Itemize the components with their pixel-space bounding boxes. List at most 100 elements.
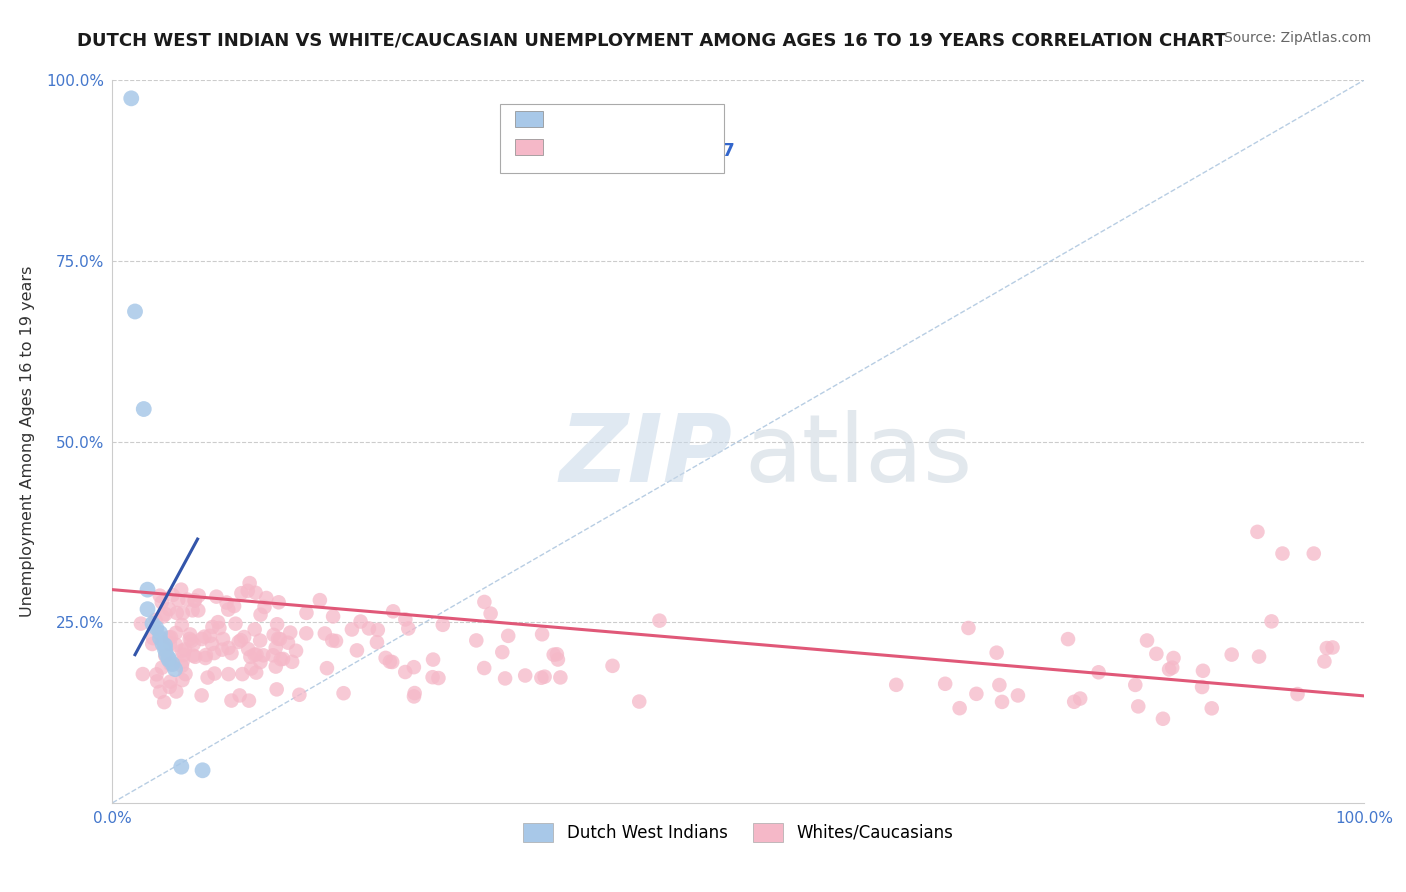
Point	[357, 622, 380, 636]
Point	[346, 643, 368, 657]
Text: 0.174: 0.174	[591, 115, 654, 133]
Point	[229, 633, 252, 648]
Point	[1246, 524, 1268, 539]
Point	[1057, 632, 1080, 646]
Point	[474, 595, 496, 609]
Point	[183, 637, 205, 651]
Point	[157, 602, 180, 616]
Point	[170, 644, 193, 658]
Point	[236, 583, 259, 598]
Point	[465, 633, 488, 648]
Point	[221, 693, 243, 707]
Point	[266, 617, 288, 632]
Point	[278, 625, 301, 640]
Point	[179, 627, 201, 641]
Point	[146, 674, 169, 689]
Point	[172, 655, 194, 669]
Point	[1313, 655, 1336, 669]
Point	[187, 589, 209, 603]
Point	[496, 629, 519, 643]
Text: DUTCH WEST INDIAN VS WHITE/CAUCASIAN UNEMPLOYMENT AMONG AGES 16 TO 19 YEARS CORR: DUTCH WEST INDIAN VS WHITE/CAUCASIAN UNE…	[77, 31, 1227, 49]
Point	[165, 638, 187, 652]
Point	[162, 657, 184, 671]
Point	[269, 632, 291, 646]
Point	[321, 633, 343, 648]
Point	[550, 670, 572, 684]
Point	[191, 764, 214, 778]
Point	[170, 618, 193, 632]
Point	[142, 631, 165, 645]
Point	[217, 640, 239, 655]
Point	[1069, 691, 1091, 706]
Point	[141, 637, 163, 651]
Point	[170, 582, 193, 597]
Point	[991, 695, 1014, 709]
Point	[543, 648, 565, 662]
Point	[494, 672, 516, 686]
Point	[628, 695, 651, 709]
Point	[1201, 701, 1223, 715]
Point	[374, 651, 396, 665]
Point	[366, 635, 388, 649]
Point	[394, 612, 416, 626]
Point	[602, 658, 624, 673]
Text: 19: 19	[690, 115, 721, 133]
Point	[546, 647, 568, 661]
Text: R =: R =	[553, 115, 589, 133]
Point	[266, 682, 288, 697]
Point	[155, 648, 177, 662]
Point	[141, 616, 163, 631]
Point	[228, 635, 250, 649]
Point	[194, 648, 217, 662]
Point	[295, 626, 318, 640]
Point	[530, 671, 553, 685]
Point	[149, 631, 172, 645]
Point	[533, 670, 555, 684]
Point	[149, 685, 172, 699]
Point	[1192, 664, 1215, 678]
Point	[132, 667, 155, 681]
Point	[285, 644, 308, 658]
FancyBboxPatch shape	[516, 112, 543, 128]
Point	[491, 645, 513, 659]
Point	[157, 653, 180, 667]
Point	[253, 600, 276, 615]
Point	[236, 642, 259, 657]
Point	[277, 635, 299, 649]
Point	[1316, 641, 1339, 656]
Point	[271, 652, 294, 666]
Point	[145, 667, 167, 681]
Point	[152, 609, 174, 624]
Point	[245, 648, 267, 662]
Text: ZIP: ZIP	[560, 410, 733, 502]
Point	[309, 593, 332, 607]
Point	[264, 659, 287, 673]
Point	[1128, 699, 1150, 714]
Point	[187, 603, 209, 617]
FancyBboxPatch shape	[516, 139, 543, 154]
Point	[145, 613, 167, 627]
Point	[267, 632, 290, 646]
Point	[165, 626, 187, 640]
Point	[145, 621, 167, 635]
Point	[181, 603, 204, 617]
Text: N =: N =	[647, 115, 695, 133]
Point	[288, 688, 311, 702]
Point	[215, 595, 238, 609]
Point	[149, 589, 172, 603]
Point	[249, 655, 271, 669]
Point	[1163, 651, 1185, 665]
Point	[957, 621, 980, 635]
Legend: Dutch West Indians, Whites/Caucasians: Dutch West Indians, Whites/Caucasians	[517, 816, 959, 848]
Point	[472, 661, 495, 675]
Point	[132, 402, 155, 417]
Point	[170, 658, 193, 673]
Point	[1123, 678, 1146, 692]
Point	[184, 593, 207, 607]
Point	[249, 633, 271, 648]
Point	[547, 652, 569, 666]
Point	[129, 616, 152, 631]
Point	[245, 586, 267, 600]
Point	[934, 677, 956, 691]
Point	[479, 607, 502, 621]
